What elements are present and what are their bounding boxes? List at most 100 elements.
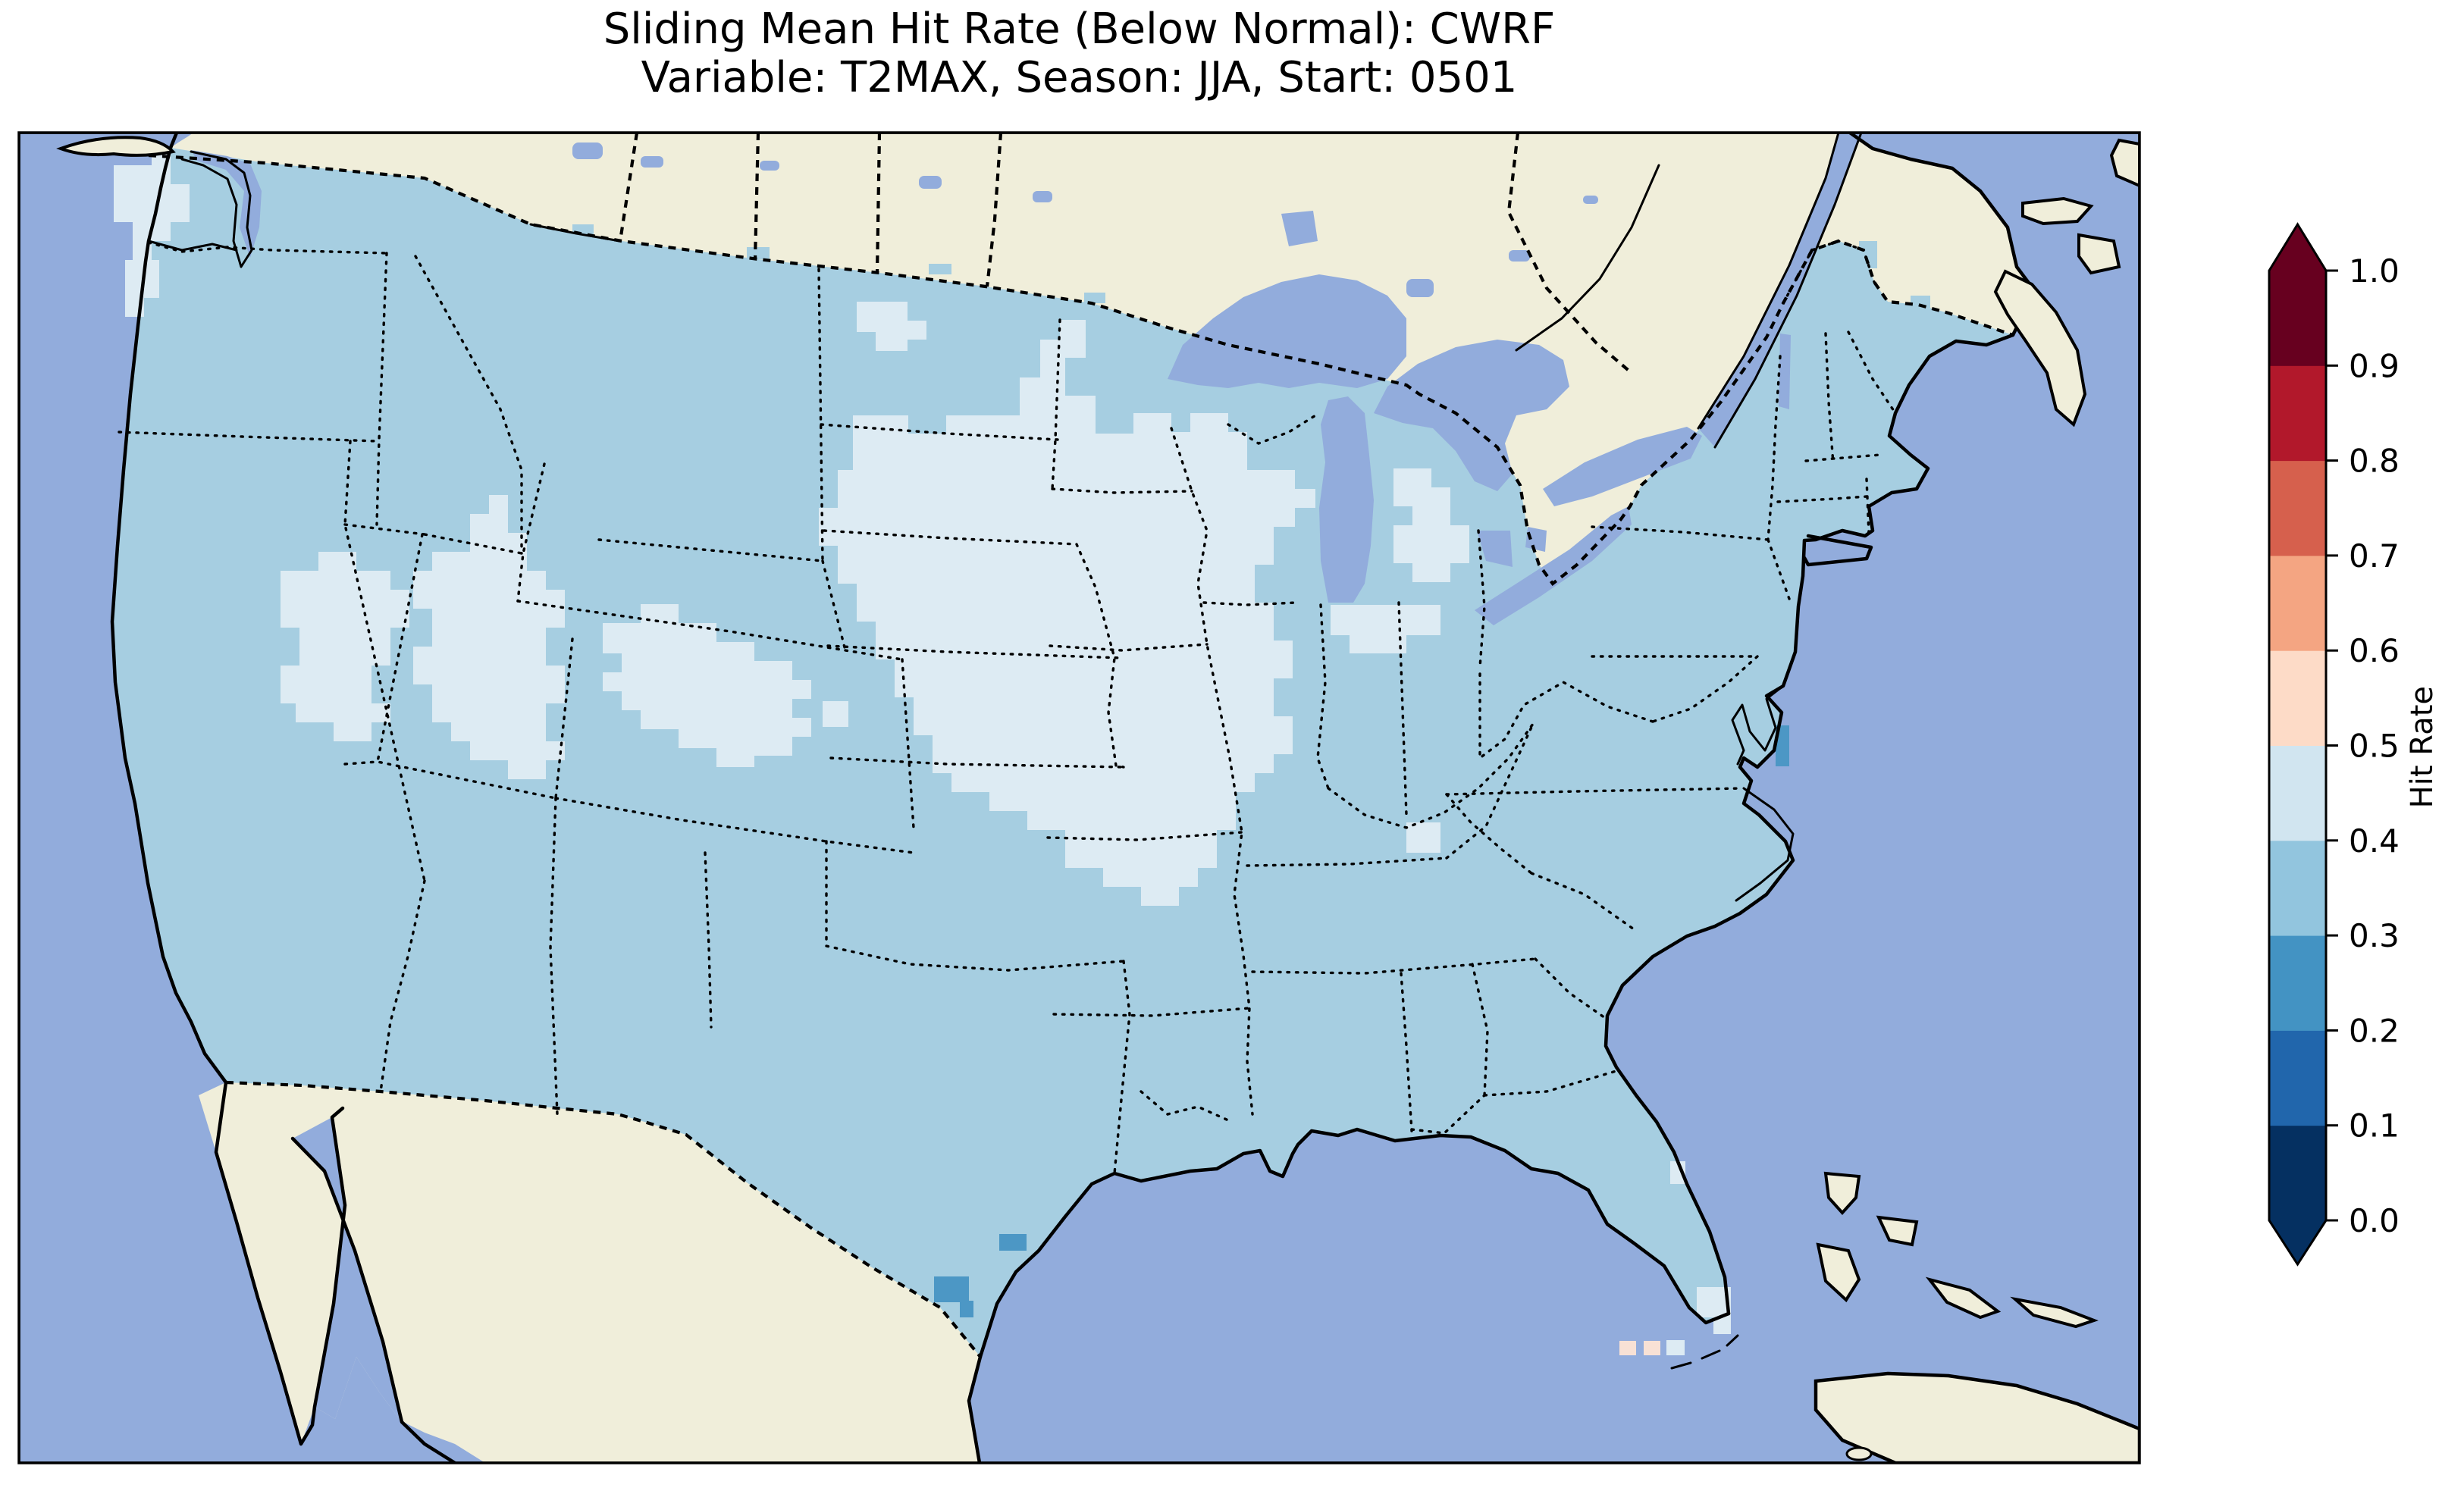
hit-rate-cells-05-06 bbox=[1619, 1341, 1660, 1355]
cuba bbox=[1814, 1371, 2140, 1463]
patch-kentucky bbox=[1406, 822, 1440, 853]
florida-keys bbox=[1670, 1334, 1739, 1370]
co-ne bbox=[844, 649, 904, 661]
lat37-ut-az bbox=[343, 760, 557, 800]
st-lawrence-shores bbox=[1697, 133, 1863, 449]
hit-rate-cells-02-03 bbox=[934, 725, 1789, 1317]
wa-or bbox=[147, 241, 388, 255]
in-oh bbox=[1397, 601, 1408, 816]
st-lawrence-river bbox=[1698, 133, 1861, 447]
colorbar-tick-label-0.2: 0.2 bbox=[2349, 1012, 2400, 1049]
lake-st-clair bbox=[1525, 527, 1547, 552]
canada-lake-2 bbox=[641, 156, 663, 168]
co-nm-ok bbox=[554, 797, 915, 854]
mexico-east-coast bbox=[967, 1355, 983, 1463]
mississippi-river bbox=[1170, 427, 1254, 1116]
ma-south bbox=[1776, 495, 1868, 503]
chart-title-line1: Sliding Mean Hit Rate (Below Normal): CW… bbox=[603, 5, 1556, 54]
colorbar-bin-7 bbox=[2269, 460, 2326, 556]
chesapeake-bay bbox=[1731, 684, 1785, 766]
patch-wyoming-colorado bbox=[603, 604, 811, 767]
nd-sd bbox=[820, 423, 1059, 441]
lake-ontario bbox=[1543, 427, 1702, 506]
isla-juventud bbox=[1845, 1446, 1873, 1461]
ia-mo bbox=[1049, 643, 1208, 652]
ne-ks bbox=[826, 644, 1122, 659]
colorbar-tick-label-0.6: 0.6 bbox=[2349, 632, 2400, 669]
patch-colorado-cell bbox=[823, 701, 848, 727]
tx-ar-la bbox=[1113, 960, 1131, 1175]
mt-east bbox=[817, 268, 824, 562]
colorbar: 0.0 0.1 0.2 0.3 0.4 0.5 0.6 0.7 0.8 0.9 1.0 bbox=[2268, 222, 2400, 1267]
nh-me bbox=[1847, 330, 1897, 415]
hit-rate-patches-04-05 bbox=[114, 146, 1731, 1355]
ms-al bbox=[1400, 972, 1413, 1132]
nc-sc bbox=[1530, 872, 1638, 932]
lake-champlain bbox=[1779, 334, 1791, 409]
mo-river bbox=[1075, 543, 1125, 769]
wy-south bbox=[516, 600, 847, 652]
patch-indiana-ohio bbox=[1331, 605, 1440, 653]
sc-ga bbox=[1534, 957, 1609, 1021]
colorbar-bin-1 bbox=[2269, 1030, 2326, 1126]
colorbar-tick-label-0.4: 0.4 bbox=[2349, 822, 2400, 860]
atlantic-coast bbox=[1603, 333, 2015, 1316]
abaco bbox=[1876, 1215, 1919, 1247]
ca-nv bbox=[343, 440, 426, 882]
colorbar-axis-label: Hit Rate bbox=[2405, 685, 2440, 809]
mo-ar bbox=[1046, 831, 1243, 841]
canada-lake-4 bbox=[919, 176, 942, 189]
cell-chesapeake-mouth bbox=[1776, 725, 1789, 766]
ny-nj bbox=[1766, 538, 1791, 600]
patch-south-florida bbox=[1697, 1287, 1731, 1334]
wi-il bbox=[1202, 601, 1298, 606]
colorbar-arrow-bottom bbox=[2269, 1220, 2326, 1264]
wy-east bbox=[821, 559, 847, 652]
canada-lake-6 bbox=[1406, 279, 1434, 297]
patch-keys-cell bbox=[1666, 1340, 1685, 1355]
on-qc-border bbox=[1506, 133, 1633, 374]
andros bbox=[1816, 1242, 1861, 1303]
lake-nipigon bbox=[1281, 211, 1318, 246]
ar-la bbox=[1052, 1007, 1251, 1017]
baja-coast bbox=[214, 1080, 347, 1446]
ct-ri bbox=[1865, 478, 1870, 536]
nv-ut bbox=[376, 533, 424, 763]
ma-north bbox=[1804, 453, 1882, 462]
colorbar-tick-label-0.5: 0.5 bbox=[2349, 728, 2400, 765]
oh-pa bbox=[1477, 529, 1486, 669]
cape-breton bbox=[2077, 233, 2121, 275]
prince-edward-island bbox=[2021, 196, 2094, 226]
lake-huron bbox=[1374, 340, 1569, 491]
puget-coast-squiggle bbox=[180, 150, 253, 268]
coastlines bbox=[110, 133, 2042, 1463]
map-frame-outline bbox=[17, 131, 2141, 1464]
cell-brownsville bbox=[934, 1276, 969, 1302]
al-fl bbox=[1410, 1094, 1486, 1135]
tn-nc-east bbox=[1445, 793, 1533, 875]
va-nc bbox=[1445, 787, 1744, 796]
colorbar-tick-label-0.9: 0.9 bbox=[2349, 347, 2400, 384]
us-mexico-border bbox=[225, 1080, 982, 1358]
colorbar-bin-0 bbox=[2269, 1125, 2326, 1221]
mn-ia bbox=[1051, 487, 1193, 494]
colorbar-bin-6 bbox=[2269, 555, 2326, 651]
pacific-coast bbox=[110, 133, 228, 1085]
colorbar-tick-label-1.0: 1.0 bbox=[2349, 252, 2400, 290]
tn-south bbox=[1251, 957, 1537, 975]
colorbar-arrow-top bbox=[2269, 224, 2326, 271]
vancouver-island bbox=[56, 136, 176, 157]
grand-bahama bbox=[1823, 1171, 1861, 1215]
ky-tn bbox=[1246, 857, 1448, 867]
patch-upper-midwest bbox=[819, 320, 1315, 906]
long-island bbox=[1802, 534, 1873, 567]
colorbar-tick-label-0.0: 0.0 bbox=[2349, 1202, 2400, 1239]
ny-east bbox=[1766, 355, 1782, 541]
canada-lake-5 bbox=[1033, 191, 1052, 202]
sk-mb-border bbox=[875, 133, 882, 274]
canada-lake-1 bbox=[572, 143, 603, 159]
colorbar-tick-label-0.8: 0.8 bbox=[2349, 443, 2400, 480]
colorbar-bin-8 bbox=[2269, 365, 2326, 462]
eleuthera bbox=[1925, 1276, 2002, 1320]
